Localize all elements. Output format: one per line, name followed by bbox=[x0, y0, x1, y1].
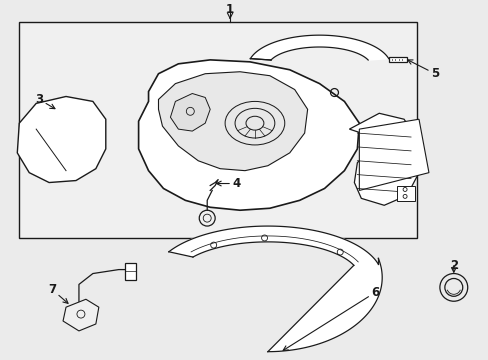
Text: 2: 2 bbox=[449, 259, 457, 272]
Text: 5: 5 bbox=[407, 60, 438, 80]
Polygon shape bbox=[349, 113, 418, 205]
Polygon shape bbox=[63, 299, 99, 331]
Bar bbox=[124, 263, 135, 280]
Bar bbox=[396, 185, 414, 201]
Text: 3: 3 bbox=[35, 93, 55, 109]
Text: 1: 1 bbox=[225, 3, 234, 16]
Bar bbox=[19, 22, 416, 238]
Polygon shape bbox=[170, 94, 210, 131]
Polygon shape bbox=[168, 226, 382, 352]
Polygon shape bbox=[359, 119, 428, 190]
Text: 7: 7 bbox=[48, 283, 68, 303]
Bar bbox=[388, 57, 406, 62]
Polygon shape bbox=[17, 96, 105, 183]
Text: 6: 6 bbox=[283, 286, 379, 350]
Text: 4: 4 bbox=[216, 177, 240, 190]
Polygon shape bbox=[250, 35, 388, 60]
Polygon shape bbox=[158, 72, 307, 171]
Polygon shape bbox=[138, 60, 359, 210]
